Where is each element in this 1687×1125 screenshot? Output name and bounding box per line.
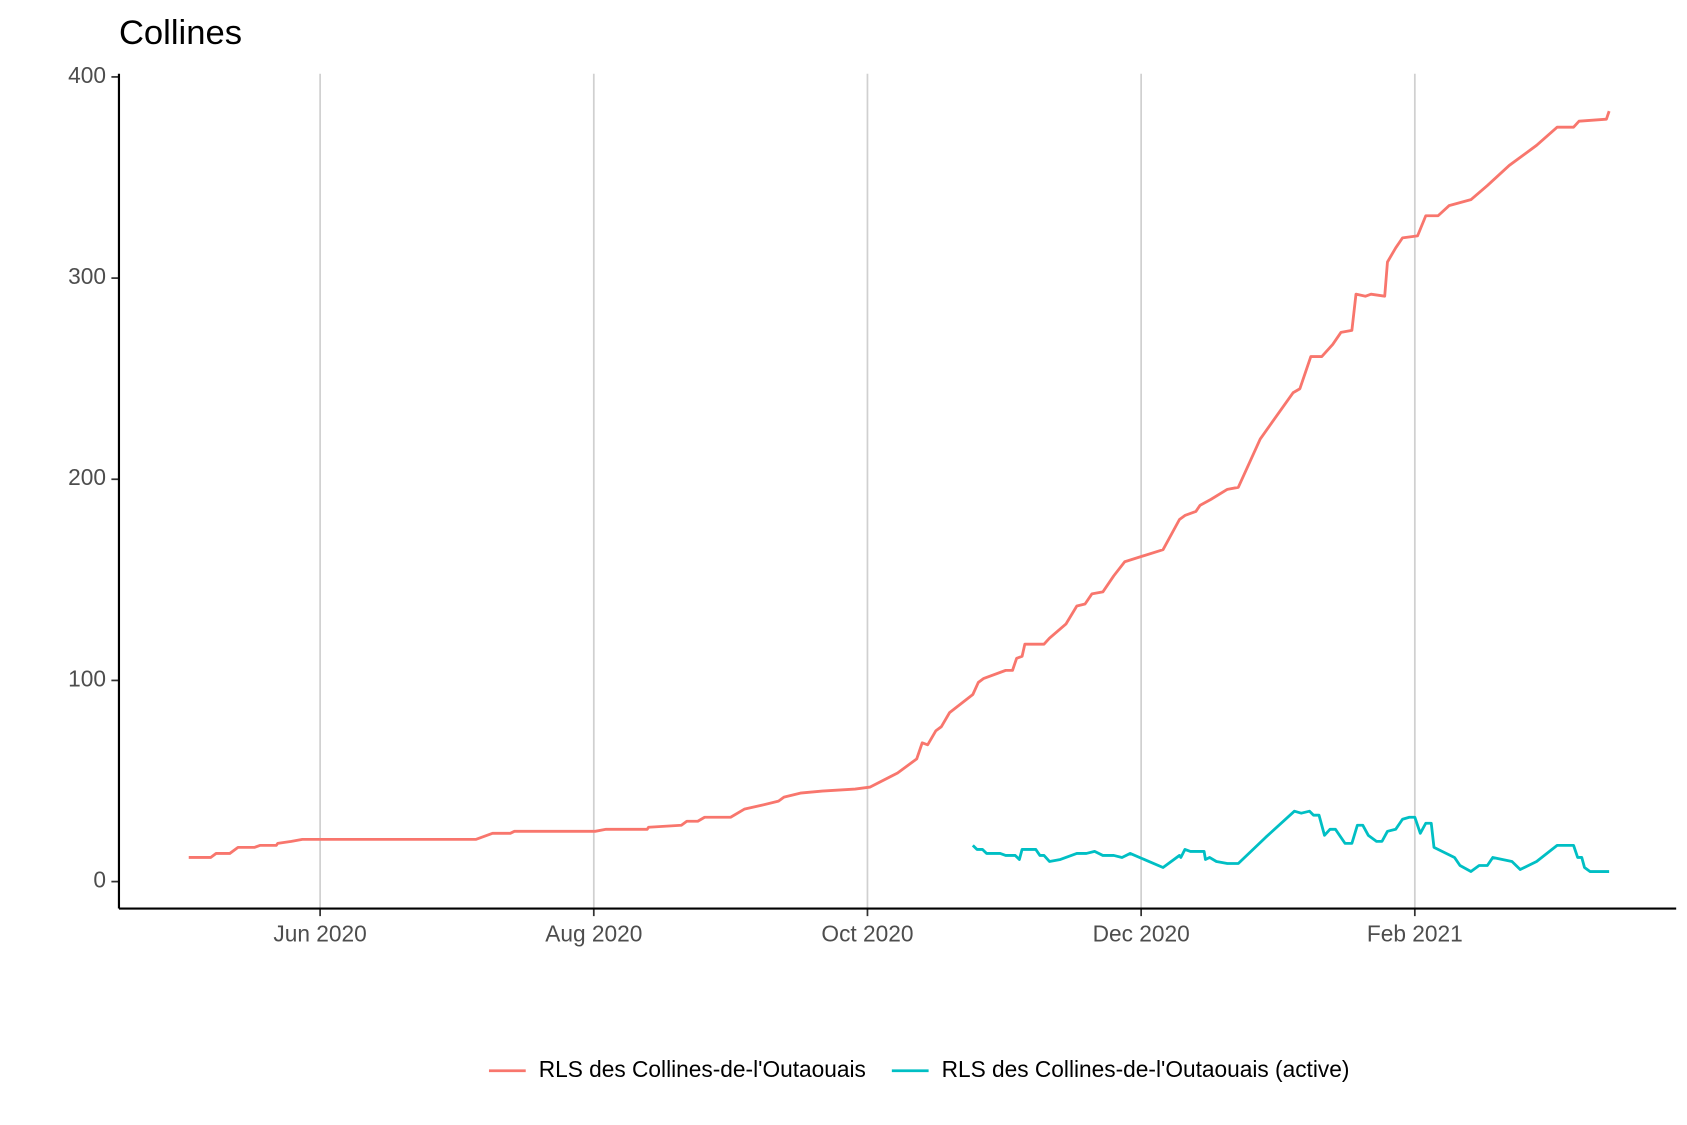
x-tick-label: Aug 2020	[545, 921, 642, 947]
x-tick-label: Dec 2020	[1093, 921, 1190, 947]
legend-text: RLS des Collines-de-l'Outaouais	[539, 1056, 866, 1082]
legend: RLS des Collines-de-l'Outaouais RLS des C…	[488, 1056, 1350, 1082]
line-series	[188, 110, 1611, 859]
y-tick-label: 0	[93, 867, 106, 893]
line-series	[971, 809, 1610, 873]
x-tick-label: Feb 2021	[1367, 921, 1463, 947]
y-tick-label: 400	[68, 62, 106, 88]
chart-title: Collines	[119, 14, 242, 52]
y-tick-label: 300	[68, 263, 106, 289]
y-tick-label: 200	[68, 464, 106, 490]
x-tick-label: Oct 2020	[821, 921, 913, 947]
legend-text: RLS des Collines-de-l'Outaouais (active)	[942, 1056, 1350, 1082]
x-tick-label: Jun 2020	[273, 921, 366, 947]
y-tick-label: 100	[68, 665, 106, 691]
